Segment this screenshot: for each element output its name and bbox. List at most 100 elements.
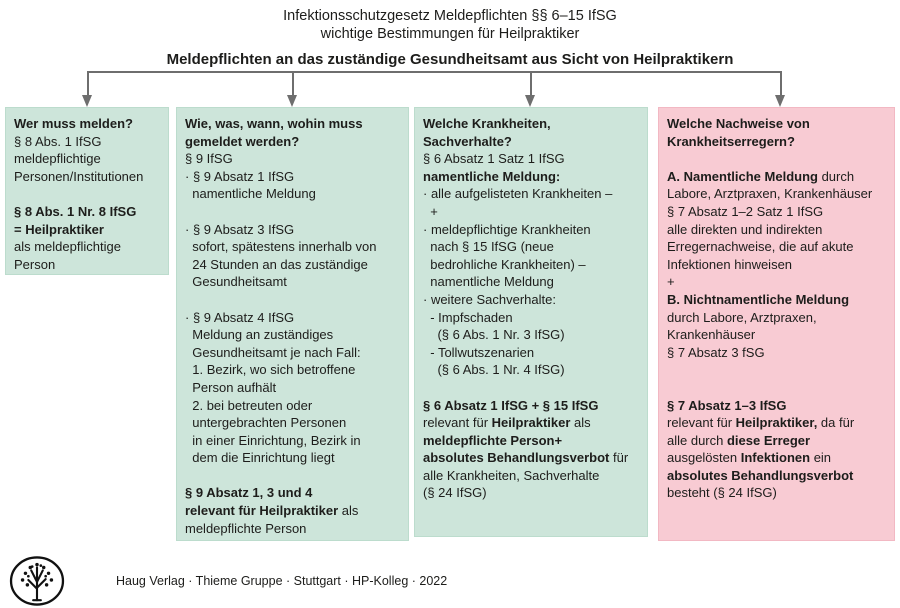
box-which-pathogen-evidence: Welche Nachweise von Krankheitserregern? … bbox=[658, 107, 895, 541]
connector-stem bbox=[780, 71, 782, 96]
connector-horizontal-line bbox=[87, 71, 782, 73]
text-line: dem die Einrichtung liegt bbox=[185, 450, 335, 466]
text-line: § 9 IfSG bbox=[185, 151, 233, 167]
text-line: · § 9 Absatz 3 IfSG bbox=[185, 221, 295, 237]
title-line-1: Infektionsschutzgesetz Meldepflichten §§… bbox=[283, 8, 617, 24]
text-line: bedrohliche Krankheiten) – bbox=[423, 256, 586, 272]
text-line: 2. bei betreuten oder bbox=[185, 397, 313, 413]
text-line: Welche Nachweise von bbox=[667, 116, 810, 131]
text-line: § 8 Abs. 1 Nr. 8 IfSG bbox=[14, 203, 137, 219]
text-line: (§ 24 IfSG) bbox=[423, 485, 487, 501]
text-line: namentliche Meldung bbox=[423, 274, 554, 290]
text-line: Krankheitserregern? bbox=[667, 133, 795, 149]
text-line: = Heilpraktiker bbox=[14, 221, 104, 237]
text-line: sofort, spätestens innerhalb von bbox=[185, 239, 377, 255]
text-line: relevant für Heilpraktiker als bbox=[423, 415, 591, 431]
text-line bbox=[185, 467, 400, 485]
box-content: Welche Nachweise von Krankheitserregern? … bbox=[667, 115, 886, 502]
text-line: - Tollwutszenarien bbox=[423, 344, 535, 360]
text-line: in einer Einrichtung, Bezirk in bbox=[185, 432, 361, 448]
text-line: § 7 Absatz 3 fSG bbox=[667, 344, 765, 360]
text-line: · meldepflichtige Krankheiten bbox=[423, 221, 591, 237]
text-line: A. Namentliche Meldung durch bbox=[667, 168, 855, 184]
text-line: · weitere Sachverhalte: bbox=[423, 291, 556, 307]
connector-stem bbox=[87, 71, 89, 96]
text-line bbox=[185, 203, 400, 221]
text-line: (§ 6 Abs. 1 Nr. 3 IfSG) bbox=[423, 327, 565, 343]
text-line: Krankenhäuser bbox=[667, 327, 756, 343]
text-line: B. Nichtnamentliche Meldung bbox=[667, 291, 850, 307]
text-line: namentliche Meldung bbox=[185, 186, 316, 202]
text-line: gemeldet werden? bbox=[185, 133, 300, 149]
box-who-must-report: Wer muss melden? § 8 Abs. 1 IfSG meldepfli… bbox=[5, 107, 169, 275]
text-line: meldepflichte Person bbox=[185, 520, 307, 536]
text-line: § 6 Absatz 1 Satz 1 IfSG bbox=[423, 151, 565, 167]
text-line: 1. Bezirk, wo sich betroffene bbox=[185, 362, 356, 378]
text-line: namentliche Meldung: bbox=[423, 168, 561, 184]
text-line: § 8 Abs. 1 IfSG bbox=[14, 133, 102, 149]
text-line: Sachverhalte? bbox=[423, 133, 512, 149]
text-line: Meldung an zuständiges bbox=[185, 327, 334, 343]
text-line: alle durch diese Erreger bbox=[667, 432, 811, 448]
footer-text: Haug Verlag · Thieme Gruppe · Stuttgart … bbox=[116, 574, 448, 588]
arrow-down-icon bbox=[775, 95, 785, 107]
text-line bbox=[667, 379, 886, 397]
text-line: Gesundheitsamt bbox=[185, 274, 287, 290]
text-line: + bbox=[423, 203, 438, 219]
connector-stem bbox=[292, 71, 294, 96]
text-line: relevant für Heilpraktiker, da für bbox=[667, 415, 855, 431]
text-line: Gesundheitsamt je nach Fall: bbox=[185, 344, 361, 360]
text-line: absolutes Behandlungsverbot für bbox=[423, 450, 629, 466]
text-line bbox=[423, 379, 639, 397]
text-line: 24 Stunden an das zuständige bbox=[185, 256, 368, 272]
title-line-3: Meldepflichten an das zuständige Gesundh… bbox=[166, 51, 734, 68]
text-line: § 7 Absatz 1–3 IfSG bbox=[667, 397, 787, 413]
text-line: alle Krankheiten, Sachverhalte bbox=[423, 467, 600, 483]
text-line: · § 9 Absatz 4 IfSG bbox=[185, 309, 295, 325]
text-line: § 7 Absatz 1–2 Satz 1 IfSG bbox=[667, 203, 824, 219]
page-title: Infektionsschutzgesetz Meldepflichten §§… bbox=[0, 7, 900, 69]
text-line: - Impfschaden bbox=[423, 309, 513, 325]
text-line: relevant für Heilpraktiker als bbox=[185, 503, 359, 519]
footer: Haug Verlag · Thieme Gruppe · Stuttgart … bbox=[8, 556, 447, 606]
text-line: § 9 Absatz 1, 3 und 4 bbox=[185, 485, 313, 501]
text-line: untergebrachten Personen bbox=[185, 415, 347, 431]
thieme-tree-logo bbox=[9, 556, 65, 606]
box-content: Wie, was, wann, wohin muss gemeldet werde… bbox=[185, 115, 400, 537]
text-line: Welche Krankheiten, bbox=[423, 116, 551, 131]
text-line: besteht (§ 24 IfSG) bbox=[667, 485, 777, 501]
text-line bbox=[667, 150, 886, 168]
text-line bbox=[14, 185, 160, 203]
text-line: Wer muss melden? bbox=[14, 116, 133, 131]
text-line: + bbox=[667, 274, 675, 290]
arrow-down-icon bbox=[525, 95, 535, 107]
text-line bbox=[185, 291, 400, 309]
text-line bbox=[667, 361, 886, 379]
text-line: ausgelösten Infektionen ein bbox=[667, 450, 832, 466]
text-line: Wie, was, wann, wohin muss bbox=[185, 116, 363, 131]
box-content: Wer muss melden? § 8 Abs. 1 IfSG meldepfli… bbox=[14, 115, 160, 273]
arrow-down-icon bbox=[82, 95, 92, 107]
box-how-what-when-where: Wie, was, wann, wohin muss gemeldet werde… bbox=[176, 107, 409, 541]
text-line: durch Labore, Arztpraxen, bbox=[667, 309, 817, 325]
text-line: Personen/Institutionen bbox=[14, 168, 144, 184]
text-line: als meldepflichtige bbox=[14, 239, 121, 255]
text-line: nach § 15 IfSG (neue bbox=[423, 239, 554, 255]
box-which-diseases: Welche Krankheiten, Sachverhalte? § 6 Absa… bbox=[414, 107, 648, 537]
text-line: Labore, Arztpraxen, Krankenhäuser bbox=[667, 186, 873, 202]
title-line-2: wichtige Bestimmungen für Heilpraktiker bbox=[320, 26, 580, 42]
text-line: meldepflichte Person+ bbox=[423, 432, 563, 448]
text-line: absolutes Behandlungsverbot bbox=[667, 467, 854, 483]
text-line: § 6 Absatz 1 IfSG + § 15 IfSG bbox=[423, 397, 599, 413]
connector-stem bbox=[530, 71, 532, 96]
text-line: meldepflichtige bbox=[14, 151, 101, 167]
text-line: (§ 6 Abs. 1 Nr. 4 IfSG) bbox=[423, 362, 565, 378]
text-line: Infektionen hinweisen bbox=[667, 256, 793, 272]
text-line: · alle aufgelisteten Krankheiten – bbox=[423, 186, 613, 202]
text-line: alle direkten und indirekten bbox=[667, 221, 823, 237]
box-content: Welche Krankheiten, Sachverhalte? § 6 Absa… bbox=[423, 115, 639, 502]
text-line: Person bbox=[14, 256, 56, 272]
text-line: Person aufhält bbox=[185, 379, 277, 395]
arrow-down-icon bbox=[287, 95, 297, 107]
